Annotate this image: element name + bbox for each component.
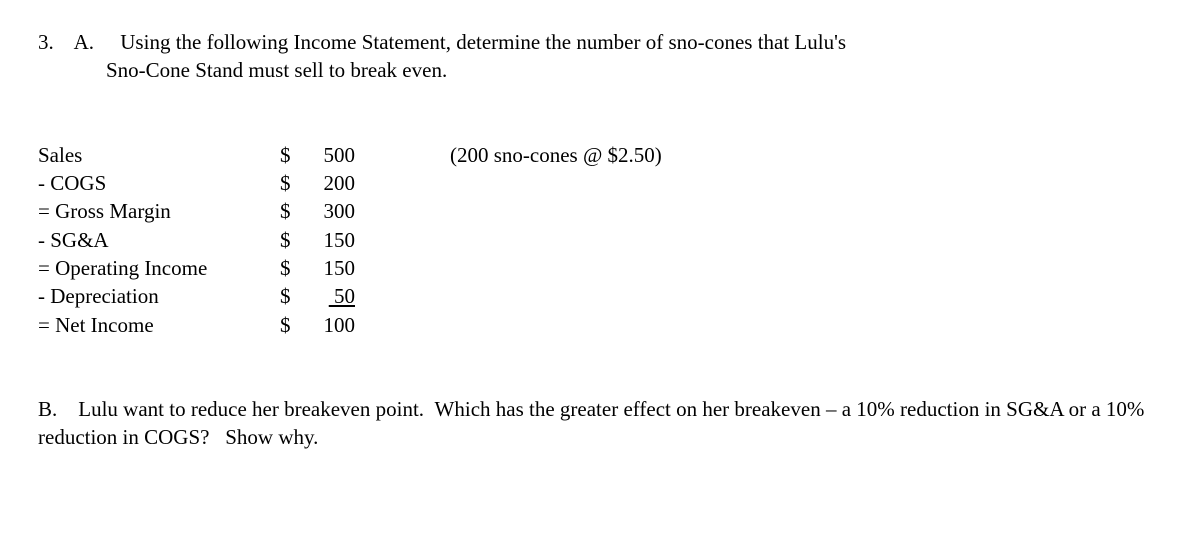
row-label: - Depreciation — [38, 282, 280, 310]
question-b-text: Lulu want to reduce her breakeven point.… — [38, 397, 1144, 449]
table-row: - SG&A $150 — [38, 226, 1162, 254]
part-a-label: A. — [74, 30, 94, 54]
row-value: $500 — [280, 141, 355, 169]
row-value: $ 50 — [280, 282, 355, 310]
table-row: Sales $500 (200 sno-cones @ $2.50) — [38, 141, 1162, 169]
income-statement: Sales $500 (200 sno-cones @ $2.50) - COG… — [38, 141, 1162, 339]
row-note: (200 sno-cones @ $2.50) — [355, 141, 662, 169]
row-value: $150 — [280, 226, 355, 254]
question-b: B. Lulu want to reduce her breakeven poi… — [38, 395, 1162, 452]
row-value: $200 — [280, 169, 355, 197]
question-a-text-line2: Sno-Cone Stand must sell to break even. — [66, 56, 1162, 84]
row-label: - COGS — [38, 169, 280, 197]
table-row: = Net Income $100 — [38, 311, 1162, 339]
row-value: $300 — [280, 197, 355, 225]
part-b-label: B. — [38, 397, 57, 421]
row-label: Sales — [38, 141, 280, 169]
question-a: 3. A. Using the following Income Stateme… — [38, 28, 1162, 85]
question-number: 3. — [38, 30, 54, 54]
row-value: $150 — [280, 254, 355, 282]
table-row: - COGS $200 — [38, 169, 1162, 197]
row-label: = Operating Income — [38, 254, 280, 282]
question-a-text-line1: Using the following Income Statement, de… — [120, 30, 846, 54]
row-label: = Gross Margin — [38, 197, 280, 225]
row-label: - SG&A — [38, 226, 280, 254]
row-value: $100 — [280, 311, 355, 339]
row-label: = Net Income — [38, 311, 280, 339]
table-row: = Gross Margin $300 — [38, 197, 1162, 225]
table-row: = Operating Income $150 — [38, 254, 1162, 282]
table-row: - Depreciation $ 50 — [38, 282, 1162, 310]
